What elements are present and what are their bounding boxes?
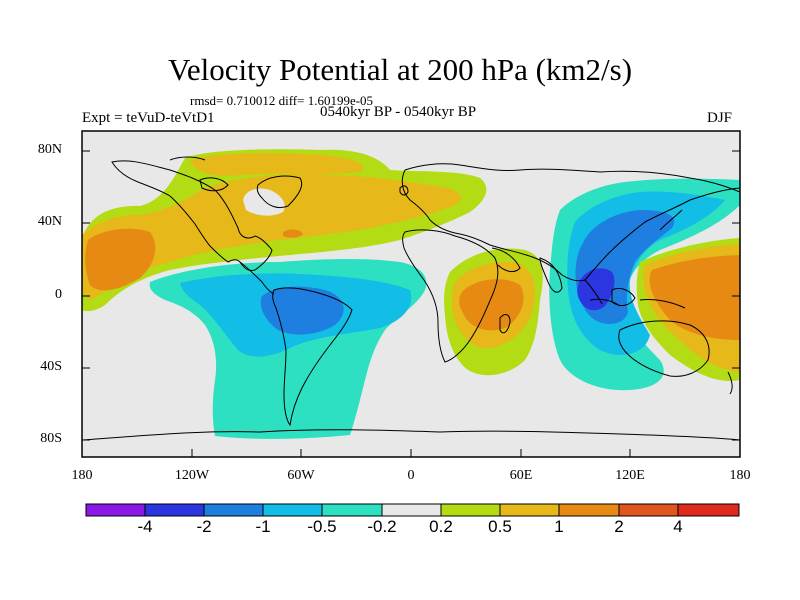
colorbar-box-3 (262, 503, 323, 517)
colorbar-box-2 (203, 503, 264, 517)
coastlines (82, 156, 740, 441)
period-label: 0540kyr BP - 0540kyr BP (320, 104, 477, 120)
ne-pacific-high-core (85, 228, 156, 291)
nh-top-yellow (190, 153, 364, 176)
colorbar-label: -0.2 (367, 517, 397, 536)
colorbar-box-6 (440, 503, 501, 517)
season-label: DJF (707, 110, 733, 126)
lon-label-120e: 120E (615, 468, 645, 483)
lon-label-0: 0 (407, 468, 415, 483)
colorbar-label: 2 (614, 517, 624, 536)
lon-label-180w: 180 (71, 468, 93, 483)
colorbar (85, 503, 740, 517)
map-title: Velocity Potential at 200 hPa (km2/s) (167, 52, 633, 87)
lat-label-80s: 80S (40, 431, 62, 446)
atlantic-small-high (283, 229, 303, 238)
stats-line: rmsd= 0.710012 diff= 1.60199e-05 (190, 93, 374, 108)
lat-label-80n: 80N (37, 142, 62, 157)
lat-label-40n: 40N (37, 214, 62, 229)
west-pacific-high-core (649, 255, 740, 340)
south-america-low-core (260, 286, 344, 335)
colorbar-box-0 (85, 503, 146, 517)
colorbar-label: 0.2 (429, 517, 453, 536)
lon-label-60w: 60W (287, 468, 315, 483)
colorbar-box-7 (499, 503, 560, 517)
lat-label-40s: 40S (40, 359, 62, 374)
pacific-neutral-gap (82, 300, 150, 360)
colorbar-label: -4 (137, 517, 153, 536)
nh-moderate-high (82, 174, 461, 300)
lon-tick-marks (81, 449, 741, 457)
greenland-gap (243, 188, 285, 216)
lon-label-60e: 60E (509, 468, 533, 483)
colorbar-box-10 (677, 503, 740, 517)
colorbar-box-1 (144, 503, 205, 517)
colorbar-label: 0.5 (488, 517, 512, 536)
lat-tick-marks (82, 150, 740, 441)
colorbar-box-9 (618, 503, 679, 517)
colorbar-label: -0.5 (307, 517, 337, 536)
experiment-label: Expt = teVuD-teVtD1 (82, 110, 215, 126)
lat-label-eq: 0 (55, 287, 62, 302)
colorbar-label: 1 (554, 517, 564, 536)
lon-label-180e: 180 (729, 468, 751, 483)
colorbar-box-5 (381, 503, 442, 517)
colorbar-label: 4 (673, 517, 683, 536)
colorbar-label: -1 (255, 517, 271, 536)
southern-africa-high-core (459, 279, 524, 331)
colorbar-box-4 (321, 503, 383, 517)
lon-label-120w: 120W (174, 468, 210, 483)
colorbar-box-8 (558, 503, 620, 517)
colorbar-label: -2 (196, 517, 212, 536)
